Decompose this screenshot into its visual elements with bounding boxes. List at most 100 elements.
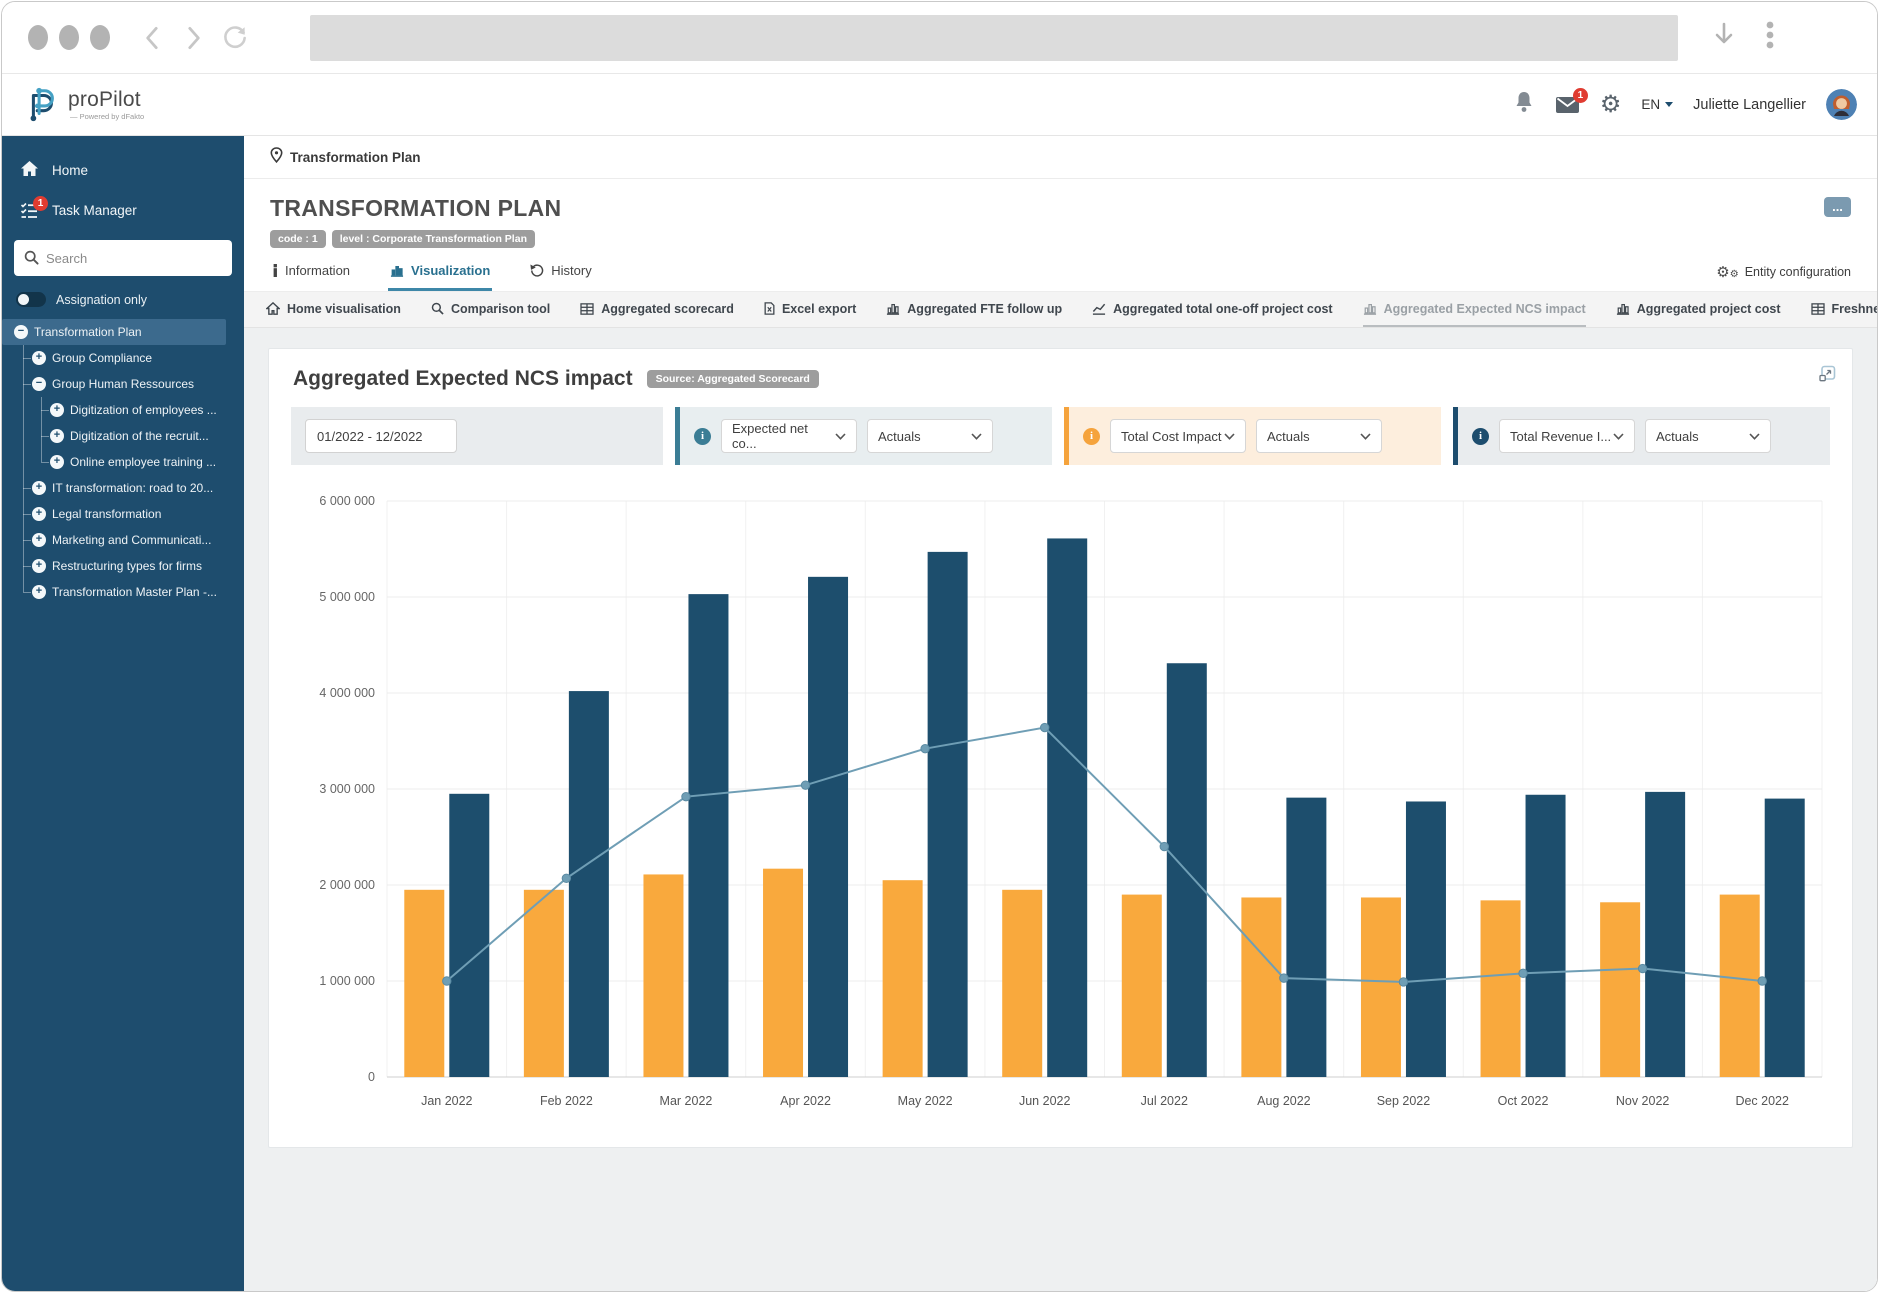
metric-select[interactable]: Expected net co...: [721, 419, 857, 453]
bar-total-cost-impact-actuals-mar-2022[interactable]: [643, 874, 683, 1077]
bar-total-cost-impact-actuals-dec-2022[interactable]: [1720, 895, 1760, 1077]
line-point-dec-2022[interactable]: [1758, 977, 1766, 985]
expand-plus-icon[interactable]: +: [50, 403, 64, 417]
line-point-feb-2022[interactable]: [562, 874, 570, 882]
language-selector[interactable]: EN: [1641, 97, 1673, 112]
bar-total-cost-impact-actuals-jul-2022[interactable]: [1122, 895, 1162, 1077]
line-point-sep-2022[interactable]: [1399, 978, 1407, 986]
line-point-jan-2022[interactable]: [443, 977, 451, 985]
subtab-aggregated-total-one-off-project-cost[interactable]: Aggregated total one-off project cost: [1092, 292, 1332, 327]
bar-total-cost-impact-actuals-jan-2022[interactable]: [404, 890, 444, 1077]
subtab-aggregated-scorecard[interactable]: Aggregated scorecard: [580, 292, 734, 327]
tab-information[interactable]: Information: [270, 254, 352, 291]
subtab-freshness-of-data-project[interactable]: Freshness of data - Project: [1811, 292, 1878, 327]
assignation-only-toggle[interactable]: [16, 292, 46, 307]
window-dot[interactable]: [90, 25, 110, 50]
propilot-logo[interactable]: proPilot — Powered by dFakto: [22, 85, 144, 125]
bar-total-cost-impact-actuals-feb-2022[interactable]: [524, 890, 564, 1077]
tree-item-digitization-of-the-recruit[interactable]: +Digitization of the recruit...: [2, 423, 226, 449]
bar-total-revenue-i-actuals-jun-2022[interactable]: [1047, 538, 1087, 1077]
date-range-input[interactable]: 01/2022 - 12/2022: [305, 419, 457, 453]
line-point-oct-2022[interactable]: [1519, 969, 1527, 977]
tree-item-marketing-and-communicati[interactable]: +Marketing and Communicati...: [2, 527, 226, 553]
window-dot[interactable]: [28, 25, 48, 50]
tree-item-legal-transformation[interactable]: +Legal transformation: [2, 501, 226, 527]
expand-plus-icon[interactable]: +: [50, 429, 64, 443]
expand-plus-icon[interactable]: +: [32, 585, 46, 599]
bar-total-revenue-i-actuals-may-2022[interactable]: [928, 552, 968, 1077]
entity-configuration-button[interactable]: ⚙⚙ Entity configuration: [1716, 263, 1851, 291]
bar-total-cost-impact-actuals-jun-2022[interactable]: [1002, 890, 1042, 1077]
expand-chart-icon[interactable]: [1817, 363, 1838, 387]
download-icon[interactable]: [1712, 21, 1736, 54]
tree-item-digitization-of-employees[interactable]: +Digitization of employees ...: [2, 397, 226, 423]
subtab-aggregated-expected-ncs-impact[interactable]: Aggregated Expected NCS impact: [1363, 292, 1586, 327]
line-point-aug-2022[interactable]: [1280, 974, 1288, 982]
tab-history[interactable]: History: [528, 254, 593, 291]
expand-plus-icon[interactable]: +: [50, 455, 64, 469]
settings-gear-icon[interactable]: ⚙: [1600, 90, 1622, 119]
tree-item-restructuring-types-for-firms[interactable]: +Restructuring types for firms: [2, 553, 226, 579]
breadcrumb-label[interactable]: Transformation Plan: [290, 150, 421, 165]
line-point-may-2022[interactable]: [921, 744, 929, 752]
browser-menu-icon[interactable]: [1766, 20, 1774, 55]
collapse-minus-icon[interactable]: −: [32, 377, 46, 391]
metric-select[interactable]: Total Cost Impact: [1110, 419, 1246, 453]
window-control-dots[interactable]: [28, 25, 110, 50]
search-input[interactable]: [14, 240, 232, 276]
line-point-nov-2022[interactable]: [1638, 964, 1646, 972]
collapse-minus-icon[interactable]: −: [14, 325, 28, 339]
ncs-impact-chart[interactable]: 01 000 0002 000 0003 000 0004 000 0005 0…: [287, 481, 1842, 1121]
expand-plus-icon[interactable]: +: [32, 351, 46, 365]
subtab-aggregated-project-cost[interactable]: Aggregated project cost: [1616, 292, 1781, 327]
messages-envelope-icon[interactable]: 1: [1555, 95, 1580, 115]
values-select[interactable]: Actuals: [1256, 419, 1382, 453]
sidebar-item-home[interactable]: Home: [2, 150, 244, 190]
bar-total-cost-impact-actuals-apr-2022[interactable]: [763, 869, 803, 1077]
line-point-mar-2022[interactable]: [682, 792, 690, 800]
metric-select[interactable]: Total Revenue I...: [1499, 419, 1635, 453]
more-options-button[interactable]: ...: [1824, 197, 1851, 217]
tree-item-it-transformation-road-to-20[interactable]: +IT transformation: road to 20...: [2, 475, 226, 501]
bar-total-revenue-i-actuals-apr-2022[interactable]: [808, 577, 848, 1077]
subtab-home-visualisation[interactable]: Home visualisation: [266, 292, 401, 327]
bar-total-revenue-i-actuals-mar-2022[interactable]: [688, 594, 728, 1077]
tree-item-group-compliance[interactable]: +Group Compliance: [2, 345, 226, 371]
line-point-jun-2022[interactable]: [1041, 723, 1049, 731]
back-icon[interactable]: [140, 23, 166, 53]
forward-icon[interactable]: [180, 23, 206, 53]
avatar[interactable]: [1826, 89, 1857, 120]
bar-total-cost-impact-actuals-may-2022[interactable]: [883, 880, 923, 1077]
bar-total-revenue-i-actuals-sep-2022[interactable]: [1406, 801, 1446, 1077]
address-bar[interactable]: [310, 15, 1678, 61]
bar-total-cost-impact-actuals-aug-2022[interactable]: [1241, 897, 1281, 1077]
line-point-apr-2022[interactable]: [801, 781, 809, 789]
bar-total-revenue-i-actuals-nov-2022[interactable]: [1645, 792, 1685, 1077]
subtab-aggregated-fte-follow-up[interactable]: Aggregated FTE follow up: [886, 292, 1062, 327]
bar-total-cost-impact-actuals-oct-2022[interactable]: [1481, 900, 1521, 1077]
bar-total-revenue-i-actuals-aug-2022[interactable]: [1286, 798, 1326, 1077]
bar-total-revenue-i-actuals-feb-2022[interactable]: [569, 691, 609, 1077]
expand-plus-icon[interactable]: +: [32, 481, 46, 495]
tree-item-group-human-ressources[interactable]: −Group Human Ressources: [2, 371, 226, 397]
subtab-comparison-tool[interactable]: Comparison tool: [431, 292, 550, 327]
expand-plus-icon[interactable]: +: [32, 507, 46, 521]
window-dot[interactable]: [59, 25, 79, 50]
tree-item-online-employee-training[interactable]: +Online employee training ...: [2, 449, 226, 475]
expand-plus-icon[interactable]: +: [32, 533, 46, 547]
sidebar-item-task-manager[interactable]: 1 Task Manager: [2, 190, 244, 230]
bar-total-revenue-i-actuals-dec-2022[interactable]: [1765, 799, 1805, 1077]
tab-visualization[interactable]: Visualization: [388, 254, 492, 291]
bar-total-revenue-i-actuals-jan-2022[interactable]: [449, 794, 489, 1077]
tree-item-transformation-plan[interactable]: −Transformation Plan: [2, 319, 226, 345]
expand-plus-icon[interactable]: +: [32, 559, 46, 573]
values-select[interactable]: Actuals: [1645, 419, 1771, 453]
bar-total-cost-impact-actuals-sep-2022[interactable]: [1361, 897, 1401, 1077]
bar-total-cost-impact-actuals-nov-2022[interactable]: [1600, 902, 1640, 1077]
line-point-jul-2022[interactable]: [1160, 842, 1168, 850]
bar-total-revenue-i-actuals-oct-2022[interactable]: [1526, 795, 1566, 1077]
notifications-bell-icon[interactable]: [1513, 90, 1535, 119]
subtab-excel-export[interactable]: Excel export: [764, 292, 856, 327]
reload-icon[interactable]: [220, 23, 250, 53]
values-select[interactable]: Actuals: [867, 419, 993, 453]
